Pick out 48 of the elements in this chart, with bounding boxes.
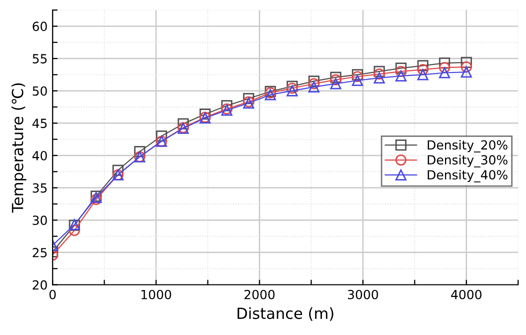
point — [460, 61, 472, 72]
point — [112, 164, 124, 176]
point — [417, 60, 428, 72]
point — [374, 68, 385, 80]
point — [417, 69, 428, 80]
point — [460, 56, 472, 68]
y-tick-label: 20 — [32, 280, 47, 290]
point — [439, 62, 450, 74]
x-tick-label: 4000 — [451, 290, 482, 300]
point — [374, 66, 385, 78]
y-tick-label: 40 — [32, 150, 47, 160]
x-tick-label: 0 — [49, 290, 56, 300]
point — [308, 81, 320, 93]
point — [330, 74, 342, 86]
point — [395, 70, 407, 82]
legend-label: Density_30% — [428, 154, 508, 168]
x-axis-title: Distance (m) — [238, 307, 334, 321]
y-tick-label: 55 — [32, 54, 47, 64]
x-tick-label: 1000 — [142, 290, 172, 300]
y-tick-label: 45 — [32, 118, 47, 128]
point — [68, 224, 80, 236]
point — [156, 130, 168, 142]
y-tick-label: 60 — [32, 22, 47, 32]
point — [352, 74, 364, 86]
point — [286, 85, 298, 96]
y-tick-label: 30 — [32, 216, 47, 226]
point — [439, 67, 450, 78]
legend-label: Density_20% — [428, 140, 508, 152]
y-tick-label: 25 — [32, 248, 47, 258]
point — [308, 76, 320, 87]
y-axis-title: Temperature (℃) — [12, 83, 26, 213]
point — [308, 78, 320, 90]
point — [374, 72, 385, 84]
point — [395, 66, 407, 78]
point — [221, 100, 232, 112]
legend-label: Density_40% — [428, 170, 508, 182]
point — [330, 78, 342, 90]
y-tick-label: 50 — [32, 86, 47, 96]
point — [417, 64, 428, 76]
point — [460, 66, 472, 78]
y-tick-label: 35 — [32, 183, 47, 193]
x-tick-label: 2000 — [244, 290, 275, 300]
point — [178, 118, 189, 130]
x-tick-label: 3000 — [348, 290, 378, 300]
point — [395, 62, 407, 74]
point — [330, 72, 342, 83]
point — [134, 146, 146, 158]
point — [439, 57, 450, 69]
